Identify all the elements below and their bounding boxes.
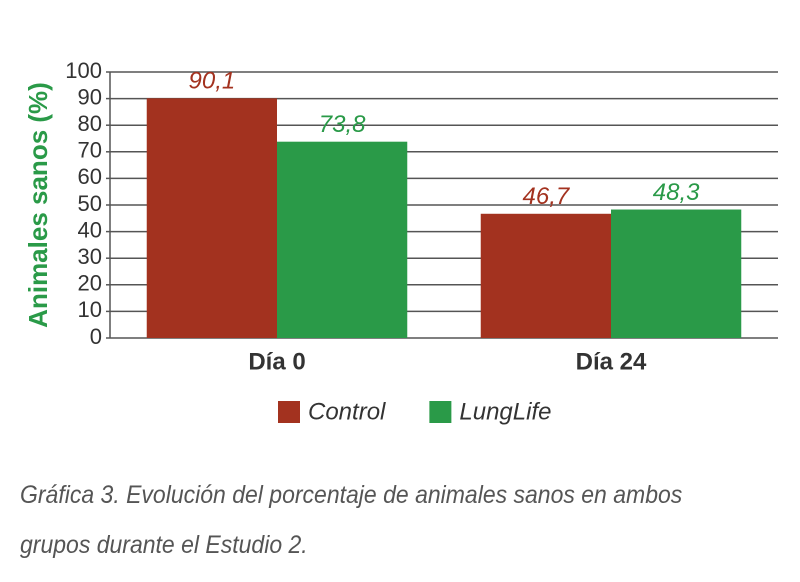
y-tick-label: 40 (78, 217, 102, 242)
y-tick-label: 90 (78, 84, 102, 109)
bar (146, 98, 277, 338)
y-tick-label: 0 (90, 324, 102, 349)
y-axis-label: Animales sanos (%) (23, 82, 53, 328)
y-tick-label: 100 (65, 58, 102, 83)
bar (480, 213, 611, 338)
x-tick-label: Día 24 (576, 348, 647, 375)
legend-label: LungLife (459, 398, 551, 425)
value-label: 48,3 (653, 179, 700, 206)
legend-swatch (278, 401, 300, 423)
bar (611, 209, 742, 338)
y-tick-label: 50 (78, 191, 102, 216)
chart: Animales sanos (%) 010203040506070809010… (23, 58, 778, 425)
legend-label: Control (308, 398, 386, 425)
y-tick-label: 10 (78, 297, 102, 322)
x-tick-label: Día 0 (248, 348, 305, 375)
y-tick-label: 80 (78, 111, 102, 136)
y-tick-label: 30 (78, 244, 102, 269)
y-tick-label: 70 (78, 138, 102, 163)
bar (277, 141, 408, 338)
value-label: 73,8 (319, 111, 366, 138)
caption: Gráfica 3. Evolución del porcentaje de a… (20, 481, 683, 559)
y-tick-label: 60 (78, 164, 102, 189)
y-tick-label: 20 (78, 271, 102, 296)
legend-swatch (429, 401, 452, 423)
value-label: 90,1 (189, 68, 236, 95)
value-label: 46,7 (523, 183, 571, 210)
